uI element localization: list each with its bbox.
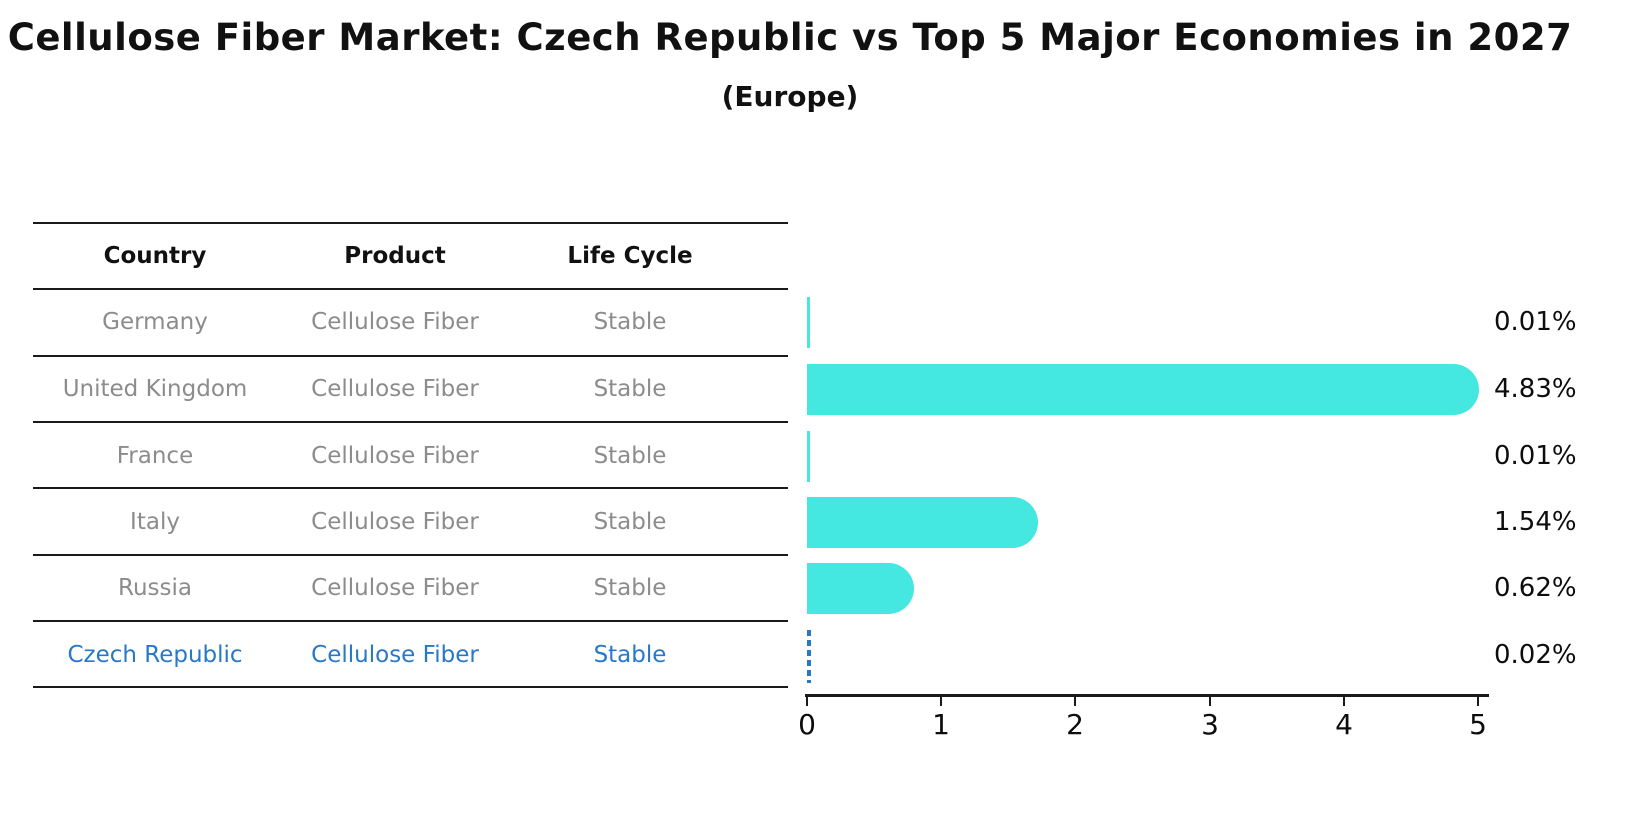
chart-title: Cellulose Fiber Market: Czech Republic v… <box>7 16 1573 59</box>
x-axis-tick <box>1074 697 1076 706</box>
bar-germany <box>807 296 810 348</box>
table-row-product: Cellulose Fiber <box>311 443 479 469</box>
x-tick-label: 2 <box>1066 708 1084 741</box>
table-row-life-cycle: Stable <box>593 443 667 469</box>
table-row-product: Cellulose Fiber <box>311 509 479 535</box>
table-divider <box>33 355 788 357</box>
value-label: 1.54% <box>1494 507 1577 537</box>
value-label: 4.83% <box>1494 374 1577 404</box>
table-row-life-cycle: Stable <box>593 376 667 402</box>
table-row-country: Germany <box>102 309 208 335</box>
table-row-product: Cellulose Fiber <box>311 376 479 402</box>
table-row-life-cycle: Stable <box>593 309 667 335</box>
table-divider <box>33 288 788 290</box>
x-axis-tick <box>1477 697 1479 706</box>
x-axis-tick <box>806 697 808 706</box>
table-row-life-cycle-highlighted: Stable <box>593 642 667 668</box>
table-row-life-cycle: Stable <box>593 509 667 535</box>
bar-france <box>807 430 810 482</box>
value-label: 0.02% <box>1494 640 1577 670</box>
table-row-country: Russia <box>118 575 192 601</box>
table-divider <box>33 554 788 556</box>
table-divider <box>33 421 788 423</box>
bar-italy <box>807 496 1038 548</box>
table-divider <box>33 620 788 622</box>
value-label: 0.62% <box>1494 573 1577 603</box>
x-axis-tick <box>1343 697 1345 706</box>
value-label: 0.01% <box>1494 441 1577 471</box>
x-tick-label: 5 <box>1469 708 1487 741</box>
x-axis-tick <box>1209 697 1211 706</box>
table-divider <box>33 222 788 224</box>
value-label: 0.01% <box>1494 307 1577 337</box>
x-tick-label: 1 <box>932 708 950 741</box>
table-row-country: France <box>116 443 194 469</box>
x-axis-tick <box>940 697 942 706</box>
bar-russia <box>807 562 915 614</box>
chart-subtitle: (Europe) <box>721 80 859 113</box>
table-divider <box>33 487 788 489</box>
table-row-life-cycle: Stable <box>593 575 667 601</box>
x-axis-line <box>805 694 1489 697</box>
column-header-country: Country <box>103 243 207 269</box>
bar-czech-republic <box>807 629 811 683</box>
table-row-country-highlighted: Czech Republic <box>67 642 243 668</box>
table-divider <box>33 686 788 688</box>
x-tick-label: 0 <box>798 708 816 741</box>
bar-united-kingdom <box>807 363 1480 415</box>
x-tick-label: 4 <box>1335 708 1353 741</box>
table-row-product-highlighted: Cellulose Fiber <box>311 642 479 668</box>
table-row-country: Italy <box>130 509 180 535</box>
column-header-product: Product <box>344 243 446 269</box>
table-row-country: United Kingdom <box>62 376 248 402</box>
table-row-product: Cellulose Fiber <box>311 575 479 601</box>
column-header-life-cycle: Life Cycle <box>567 243 693 269</box>
x-tick-label: 3 <box>1201 708 1219 741</box>
table-row-product: Cellulose Fiber <box>311 309 479 335</box>
